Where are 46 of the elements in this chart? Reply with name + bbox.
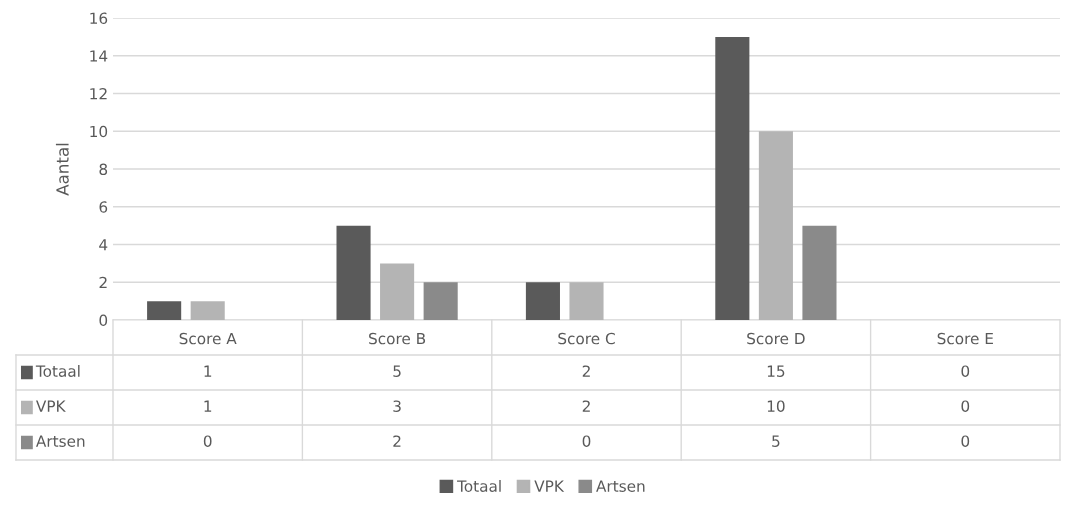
data-label: 0 — [961, 400, 970, 412]
data-label: 0 — [203, 435, 212, 447]
bar — [569, 282, 604, 320]
data-label: 2 — [393, 435, 401, 447]
bar — [147, 301, 182, 320]
x-tick-label: Score D — [747, 332, 805, 345]
y-tick-label: 16 — [90, 12, 108, 25]
y-tick-label: 14 — [90, 50, 108, 62]
data-label: 5 — [393, 365, 401, 377]
text: Totaal — [457, 480, 501, 492]
data-label: 0 — [961, 435, 970, 447]
data-label: 10 — [767, 400, 785, 412]
bar — [336, 225, 371, 320]
bar — [525, 282, 560, 320]
text: VPK — [534, 480, 565, 492]
bar — [423, 282, 458, 320]
legend-label: Totaal — [35, 365, 80, 377]
data-label: 0 — [961, 365, 970, 377]
data-label: 1 — [204, 400, 212, 412]
y-axis-title: Aantal — [55, 143, 69, 196]
data-label: 0 — [582, 435, 591, 447]
data-label: 3 — [393, 400, 401, 412]
data-label: 5 — [772, 435, 780, 447]
data-label: 15 — [767, 365, 785, 377]
bar — [380, 263, 415, 320]
y-tick-label: 0 — [99, 314, 108, 327]
x-tick-label: Score A — [179, 332, 237, 345]
x-tick-label: Score B — [369, 332, 426, 345]
bar — [715, 36, 750, 320]
bar — [190, 301, 225, 320]
legend-label: Artsen — [596, 480, 645, 492]
x-tick-label: Score E — [937, 332, 993, 345]
y-tick-label: 2 — [99, 276, 107, 289]
text: Artsen — [36, 435, 85, 447]
bar — [802, 225, 837, 320]
bar — [758, 131, 793, 320]
y-tick-label: 4 — [99, 239, 108, 251]
y-tick-label: 8 — [99, 163, 108, 176]
x-tick-label: Score C — [558, 332, 615, 345]
y-tick-label: 12 — [90, 87, 107, 100]
y-tick-label: 10 — [90, 125, 108, 138]
legend-label: VPK — [36, 400, 66, 412]
y-tick-label: 6 — [99, 201, 108, 213]
data-label: 2 — [582, 400, 590, 412]
data-label: 1 — [204, 365, 212, 377]
data-label: 2 — [582, 365, 590, 377]
